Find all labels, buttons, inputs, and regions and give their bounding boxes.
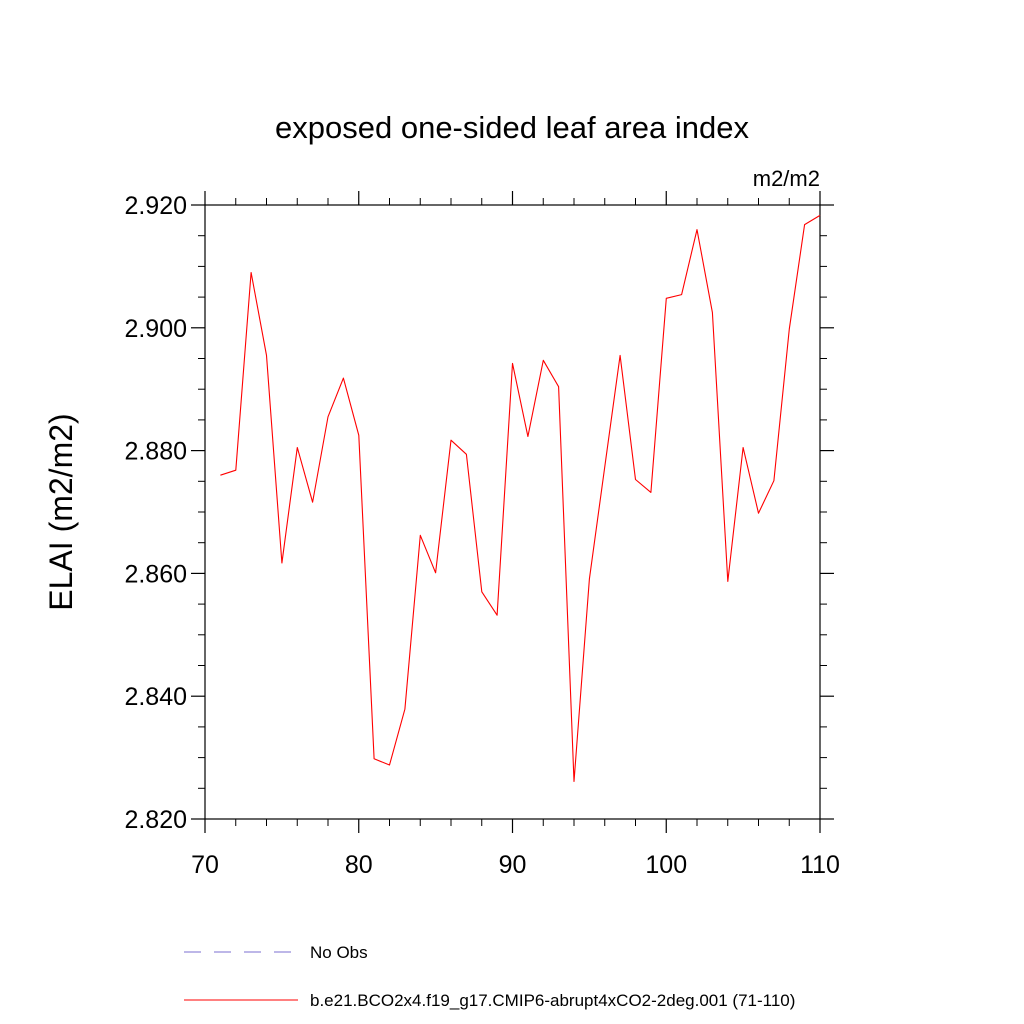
x-tick-label: 90 bbox=[499, 851, 527, 879]
axis-ticks: 70 80 90 100 110 2.820 2.840 2.860 2.880 2.900 2.9… bbox=[124, 191, 840, 879]
chart-title: exposed one-sided leaf area index bbox=[275, 110, 749, 145]
y-tick-label: 2.920 bbox=[124, 192, 187, 220]
x-tick-label: 70 bbox=[191, 851, 219, 879]
x-tick-label: 100 bbox=[645, 851, 687, 879]
y-tick-label: 2.880 bbox=[124, 438, 187, 466]
series-line bbox=[220, 214, 821, 783]
x-tick-label: 110 bbox=[800, 851, 840, 879]
units-label: m2/m2 bbox=[753, 166, 820, 191]
y-tick-label: 2.900 bbox=[124, 315, 187, 343]
y-tick-label: 2.820 bbox=[124, 806, 187, 834]
legend-label: No Obs bbox=[310, 943, 368, 962]
legend-label: b.e21.BCO2x4.f19_g17.CMIP6-abrupt4xCO2-2… bbox=[310, 991, 795, 1010]
legend: No Obs b.e21.BCO2x4.f19_g17.CMIP6-abrupt4… bbox=[184, 943, 795, 1010]
plot-frame bbox=[204, 204, 821, 820]
y-tick-label: 2.860 bbox=[124, 560, 187, 588]
series-layer bbox=[220, 214, 821, 783]
y-tick-label: 2.840 bbox=[124, 683, 187, 711]
y-axis-label: ELAI (m2/m2) bbox=[43, 413, 79, 610]
x-tick-label: 80 bbox=[345, 851, 373, 879]
